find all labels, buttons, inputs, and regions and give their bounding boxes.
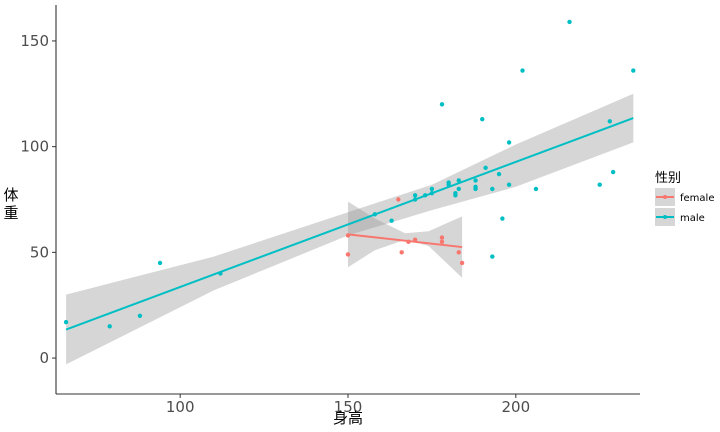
data-points bbox=[63, 19, 636, 329]
legend-label-male: male bbox=[680, 213, 705, 224]
data-point-male bbox=[453, 190, 458, 196]
y-axis-title: 体重 bbox=[3, 186, 18, 222]
data-point-male bbox=[429, 186, 435, 192]
data-point-male bbox=[446, 180, 451, 185]
data-point-male bbox=[490, 186, 495, 192]
data-point-male bbox=[490, 254, 495, 259]
legend-title: 性别 bbox=[655, 171, 681, 186]
data-point-male bbox=[607, 119, 612, 124]
data-point-female bbox=[456, 250, 461, 255]
data-point-male bbox=[473, 178, 478, 183]
data-point-male bbox=[422, 193, 428, 198]
data-point-male bbox=[506, 140, 512, 145]
data-point-male bbox=[157, 260, 163, 266]
data-point-male bbox=[567, 19, 572, 25]
data-point-male bbox=[631, 68, 636, 73]
fit-line-male bbox=[65, 117, 634, 331]
data-point-male bbox=[500, 216, 505, 221]
data-point-male bbox=[496, 171, 502, 177]
data-point-male bbox=[389, 218, 394, 223]
data-point-female bbox=[439, 239, 445, 244]
legend-label-female: female bbox=[680, 193, 714, 204]
data-point-male bbox=[597, 182, 602, 187]
data-point-male bbox=[439, 102, 445, 107]
confidence-band-female bbox=[348, 201, 463, 278]
data-point-male bbox=[533, 186, 539, 192]
data-point-male bbox=[456, 186, 461, 192]
data-point-male bbox=[412, 197, 418, 202]
legend: 性别 female male bbox=[655, 171, 714, 226]
y-axis-ticks: 0 50 100 150 bbox=[20, 32, 56, 367]
data-point-male bbox=[506, 182, 512, 187]
data-point-male bbox=[483, 165, 488, 170]
data-point-male bbox=[218, 271, 223, 276]
data-point-female bbox=[439, 235, 445, 240]
legend-key-point-female bbox=[663, 195, 667, 199]
x-axis-title: 身高 bbox=[333, 409, 363, 427]
data-point-female bbox=[459, 260, 465, 266]
confidence-bands bbox=[66, 93, 634, 365]
fit-line-female bbox=[347, 233, 463, 249]
data-point-female bbox=[399, 250, 404, 255]
y-tick-label: 0 bbox=[39, 349, 49, 367]
data-point-male bbox=[520, 68, 525, 73]
data-point-female bbox=[406, 239, 411, 244]
data-point-male bbox=[107, 324, 112, 329]
legend-items: female male bbox=[655, 188, 714, 226]
axes: 100 150 200 0 50 100 150 bbox=[20, 5, 640, 416]
y-tick-label: 100 bbox=[20, 138, 49, 156]
data-point-male bbox=[63, 319, 69, 325]
data-point-female bbox=[412, 237, 418, 242]
x-tick-label: 150 bbox=[334, 398, 363, 416]
x-tick-label: 100 bbox=[166, 398, 195, 416]
legend-key-point-male bbox=[663, 215, 667, 219]
data-point-male bbox=[610, 169, 616, 175]
y-tick-label: 50 bbox=[30, 243, 49, 261]
data-point-male bbox=[473, 184, 478, 190]
data-point-male bbox=[412, 193, 418, 198]
data-point-male bbox=[137, 313, 143, 318]
data-point-female bbox=[396, 197, 401, 202]
x-axis-ticks: 100 150 200 bbox=[166, 394, 530, 416]
data-point-male bbox=[480, 116, 485, 122]
data-point-female bbox=[345, 233, 351, 238]
y-tick-label: 150 bbox=[20, 32, 49, 50]
confidence-band-male bbox=[66, 93, 634, 365]
data-point-male bbox=[372, 212, 378, 217]
x-tick-label: 200 bbox=[501, 398, 530, 416]
fit-lines bbox=[65, 117, 634, 331]
data-point-female bbox=[345, 252, 351, 257]
data-point-male bbox=[456, 178, 461, 183]
data-point-male bbox=[429, 190, 435, 196]
